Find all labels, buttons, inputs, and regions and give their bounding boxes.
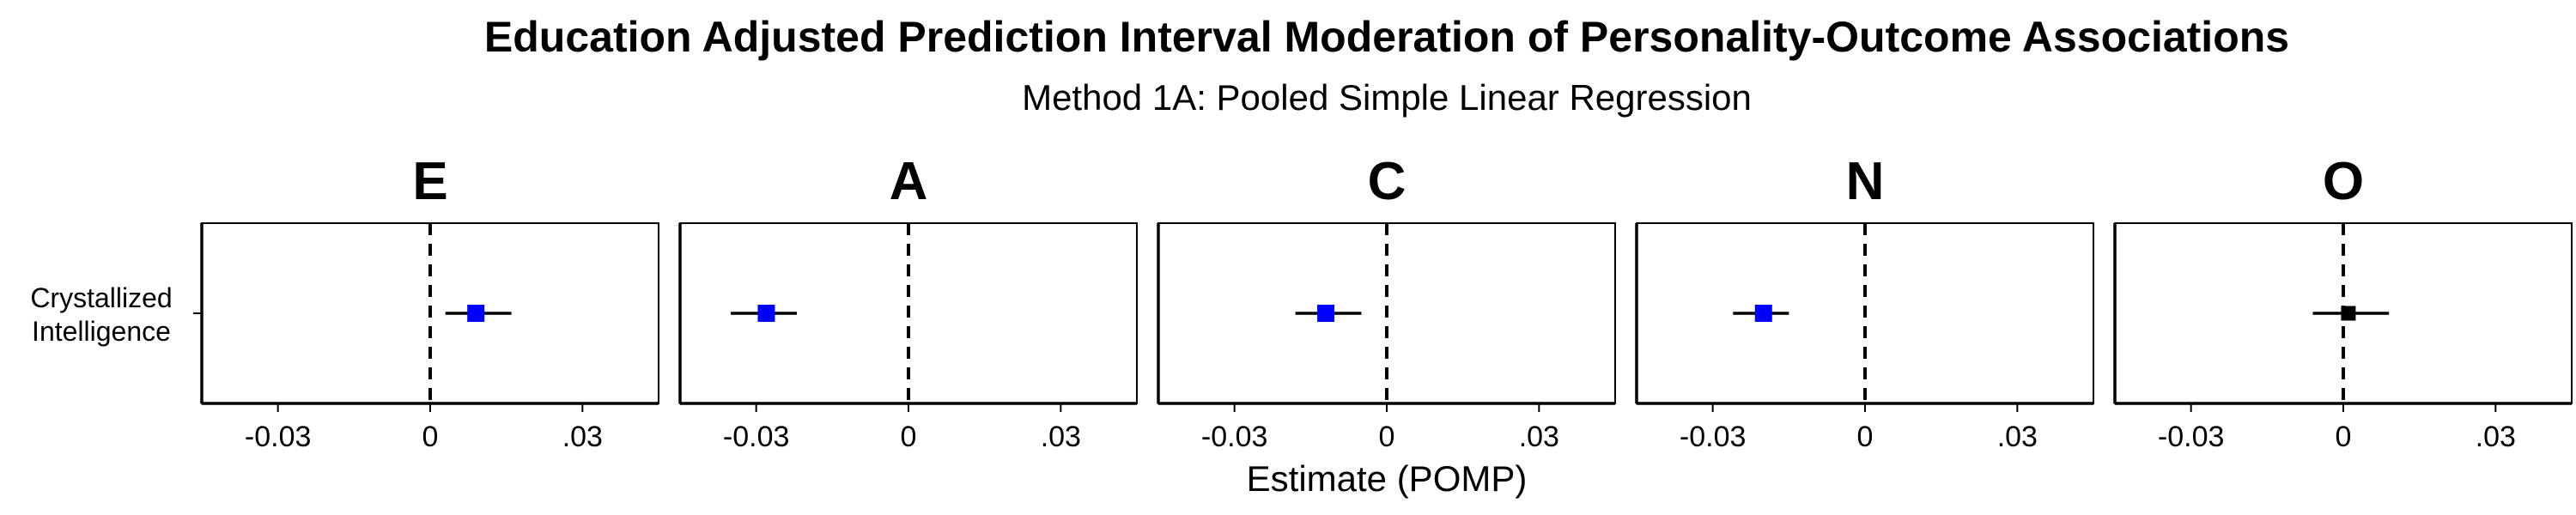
facet-label: A [890, 152, 928, 211]
y-axis-label: Crystallized Intelligence [30, 282, 172, 347]
x-axis-label: Estimate (POMP) [1247, 458, 1528, 499]
x-tick-label: 0 [2336, 421, 2352, 453]
point-estimate [2341, 306, 2356, 321]
x-tick-label: -0.03 [245, 421, 312, 453]
facets: E -0.03 0 .03 A -0.03 0 .03 C -0.03 0 .03 N -0.03 0 .03… [193, 152, 2573, 453]
x-tick-label: 0 [422, 421, 439, 453]
chart-title: Education Adjusted Prediction Interval M… [484, 13, 2289, 61]
facet-panel-o: O -0.03 0 .03 [2113, 152, 2573, 453]
point-estimate [1754, 305, 1772, 322]
x-tick-label: .03 [1041, 421, 1081, 453]
y-category-label-line-1: Crystallized [30, 282, 172, 313]
x-tick-label: -0.03 [1680, 421, 1747, 453]
facet-panel-a: A -0.03 0 .03 [678, 152, 1138, 453]
point-estimate [467, 305, 485, 322]
x-tick-label: 0 [1379, 421, 1395, 453]
point-estimate [757, 305, 775, 322]
facet-panel-c: C -0.03 0 .03 [1157, 152, 1616, 453]
facet-label: N [1846, 152, 1885, 211]
chart-subtitle: Method 1A: Pooled Simple Linear Regressi… [1022, 77, 1752, 118]
x-tick-label: -0.03 [1201, 421, 1268, 453]
facet-label: O [2323, 152, 2364, 211]
facet-panel-n: N -0.03 0 .03 [1635, 152, 2094, 453]
point-estimate [1317, 305, 1335, 322]
x-tick-label: -0.03 [2158, 421, 2225, 453]
x-tick-label: 0 [901, 421, 917, 453]
facet-panel-e: E -0.03 0 .03 [193, 152, 659, 453]
x-tick-label: -0.03 [723, 421, 790, 453]
x-tick-label: .03 [562, 421, 603, 453]
facet-label: C [1368, 152, 1406, 211]
x-tick-label: .03 [1519, 421, 1559, 453]
facet-label: E [412, 152, 447, 211]
x-tick-label: 0 [1857, 421, 1874, 453]
x-tick-label: .03 [2476, 421, 2516, 453]
y-category-label-line-2: Intelligence [32, 316, 171, 347]
x-tick-label: .03 [1997, 421, 2038, 453]
